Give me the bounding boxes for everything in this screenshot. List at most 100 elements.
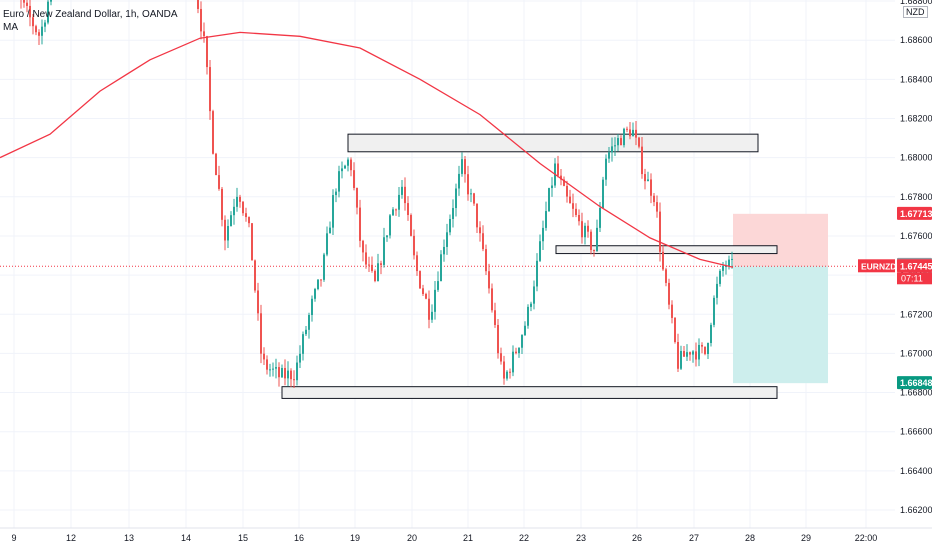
candle-body xyxy=(620,138,622,146)
x-tick-label: 28 xyxy=(745,533,755,543)
candle-body xyxy=(503,361,505,379)
x-tick-label: 13 xyxy=(124,533,134,543)
candle-body xyxy=(521,335,523,348)
candle-body xyxy=(269,369,271,371)
candle-body xyxy=(674,317,676,343)
candle-body xyxy=(440,254,442,282)
last-price-tag: 1.67445 xyxy=(900,261,932,271)
candle-body xyxy=(302,334,304,354)
candle-body xyxy=(29,5,31,18)
candle-body xyxy=(446,232,448,247)
candle-body xyxy=(287,370,289,379)
candle-body xyxy=(239,196,241,202)
candle-body xyxy=(38,32,40,36)
last-price-tag-bg xyxy=(897,259,932,273)
candle-body xyxy=(629,129,631,137)
candle-body xyxy=(692,351,694,355)
candle-body xyxy=(236,196,238,207)
candle-body xyxy=(263,353,265,360)
candle-body xyxy=(608,152,610,159)
candle-body xyxy=(260,313,262,354)
x-tick-label: 21 xyxy=(463,533,473,543)
candle-body xyxy=(371,264,373,271)
candle-body xyxy=(296,362,298,381)
candle-body xyxy=(488,271,490,289)
candle-body xyxy=(707,343,709,355)
candle-body xyxy=(368,264,370,266)
y-tick-label: 1.67200 xyxy=(900,309,932,319)
candle-body xyxy=(380,263,382,265)
candle-body xyxy=(491,288,493,311)
candle-body xyxy=(212,111,214,154)
candle-body xyxy=(200,8,202,32)
candle-body xyxy=(413,235,415,256)
candle-body xyxy=(566,185,568,197)
stop-price-tag-bg xyxy=(897,206,932,220)
candle-body xyxy=(461,159,463,174)
candle-body xyxy=(350,159,352,171)
candle-body xyxy=(626,128,628,130)
candle-body xyxy=(419,271,421,289)
legend-title: Euro / New Zealand Dollar, 1h, OANDA xyxy=(3,9,178,20)
candle-body xyxy=(455,188,457,209)
y-tick-label: 1.67000 xyxy=(900,348,932,358)
candle-body xyxy=(284,367,286,379)
candle-body xyxy=(677,342,679,369)
candle-body xyxy=(686,352,688,357)
candle-body xyxy=(299,353,301,363)
candle-body xyxy=(383,237,385,265)
candle-body xyxy=(527,306,529,326)
candle-body xyxy=(317,279,319,290)
candle-body xyxy=(536,260,538,287)
candle-body xyxy=(221,188,223,220)
currency-badge[interactable]: NZD xyxy=(903,6,928,18)
candle-body xyxy=(467,174,469,195)
target-price-tag: 1.66848 xyxy=(900,378,932,388)
candle-body xyxy=(485,249,487,272)
candle-body xyxy=(215,153,217,176)
y-tick-label: 1.68400 xyxy=(900,74,932,84)
y-tick-label: 1.66400 xyxy=(900,466,932,476)
candle-body xyxy=(710,324,712,344)
candle-body xyxy=(326,233,328,255)
candle-body xyxy=(356,187,358,208)
candle-body xyxy=(314,289,316,299)
candle-body xyxy=(653,195,655,203)
candle-body xyxy=(449,219,451,233)
candle-body xyxy=(728,259,730,266)
candle-body xyxy=(668,282,670,305)
candle-body xyxy=(512,351,514,373)
candle-body xyxy=(590,231,592,250)
candle-body xyxy=(635,129,637,138)
candle-body xyxy=(557,163,559,176)
x-tick-label: 22 xyxy=(519,533,529,543)
candle-body xyxy=(437,281,439,290)
x-tick-label: 9 xyxy=(11,533,16,543)
candle-body xyxy=(251,223,253,261)
candle-body xyxy=(689,352,691,355)
candle-body xyxy=(545,211,547,228)
candle-body xyxy=(335,191,337,196)
y-tick-label: 1.67600 xyxy=(900,231,932,241)
candle-body xyxy=(533,286,535,304)
candle-body xyxy=(464,159,466,175)
x-tick-label: 26 xyxy=(632,533,642,543)
candle-body xyxy=(341,168,343,172)
candle-body xyxy=(578,214,580,222)
candle-body xyxy=(575,208,577,215)
candle-body xyxy=(407,203,409,216)
candle-body xyxy=(602,179,604,209)
candle-body xyxy=(290,370,292,380)
candle-body xyxy=(365,252,367,265)
candle-body xyxy=(230,215,232,227)
candle-body xyxy=(329,227,331,234)
candle-body xyxy=(539,241,541,261)
candle-body xyxy=(248,217,250,224)
candle-body xyxy=(650,179,652,196)
chart-legend: Euro / New Zealand Dollar, 1h, OANDA MA xyxy=(3,8,178,34)
candle-body xyxy=(656,202,658,212)
candle-body xyxy=(617,138,619,146)
x-tick-label: 29 xyxy=(801,533,811,543)
